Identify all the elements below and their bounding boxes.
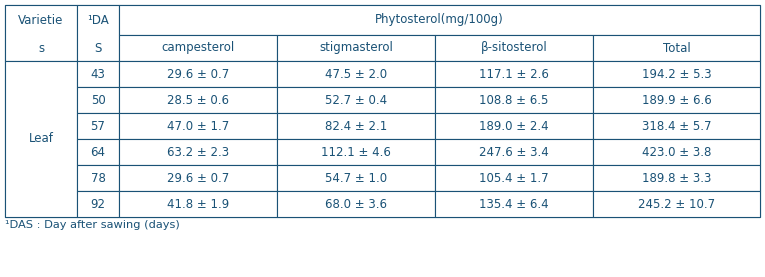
Text: 29.6 ± 0.7: 29.6 ± 0.7 [167, 171, 230, 184]
Bar [435, 165, 593, 191]
Text: S: S [94, 42, 102, 55]
Bar [277, 113, 435, 139]
Text: campesterol: campesterol [161, 42, 235, 55]
Bar [119, 35, 277, 61]
Bar [77, 61, 119, 87]
Text: 43: 43 [90, 68, 106, 81]
Bar [119, 61, 277, 87]
Text: 68.0 ± 3.6: 68.0 ± 3.6 [325, 198, 387, 211]
Text: 28.5 ± 0.6: 28.5 ± 0.6 [167, 94, 229, 106]
Text: 112.1 ± 4.6: 112.1 ± 4.6 [321, 145, 391, 158]
Text: 423.0 ± 3.8: 423.0 ± 3.8 [642, 145, 711, 158]
Text: 189.9 ± 6.6: 189.9 ± 6.6 [642, 94, 711, 106]
Bar [119, 139, 277, 165]
Bar [119, 87, 277, 113]
Bar [77, 113, 119, 139]
Bar [435, 191, 593, 217]
Bar [119, 5, 760, 35]
Text: 57: 57 [90, 119, 106, 132]
Bar [5, 5, 760, 217]
Text: 41.8 ± 1.9: 41.8 ± 1.9 [167, 198, 230, 211]
Text: Leaf: Leaf [28, 132, 54, 145]
Bar [77, 165, 119, 191]
Text: 135.4 ± 6.4: 135.4 ± 6.4 [479, 198, 549, 211]
Text: Varietie: Varietie [18, 14, 63, 27]
Bar [277, 139, 435, 165]
Bar [5, 61, 77, 217]
Text: 189.0 ± 2.4: 189.0 ± 2.4 [479, 119, 549, 132]
Text: 63.2 ± 2.3: 63.2 ± 2.3 [167, 145, 229, 158]
Text: ¹DAS : Day after sawing (days): ¹DAS : Day after sawing (days) [5, 220, 180, 230]
Text: s: s [38, 42, 44, 55]
Bar [277, 61, 435, 87]
Text: β-sitosterol: β-sitosterol [480, 42, 548, 55]
Bar [435, 139, 593, 165]
Bar [435, 87, 593, 113]
Bar [277, 191, 435, 217]
Text: Phytosterol(mg/100g): Phytosterol(mg/100g) [375, 14, 504, 27]
Bar [77, 5, 119, 61]
Bar [77, 87, 119, 113]
Text: 117.1 ± 2.6: 117.1 ± 2.6 [479, 68, 549, 81]
Bar [435, 113, 593, 139]
Bar [119, 113, 277, 139]
Text: 92: 92 [90, 198, 106, 211]
Text: 78: 78 [90, 171, 106, 184]
Bar [435, 35, 593, 61]
Bar [5, 5, 77, 61]
Text: 194.2 ± 5.3: 194.2 ± 5.3 [642, 68, 711, 81]
Bar [593, 165, 760, 191]
Text: 108.8 ± 6.5: 108.8 ± 6.5 [480, 94, 549, 106]
Text: ¹DA: ¹DA [87, 14, 109, 27]
Text: 29.6 ± 0.7: 29.6 ± 0.7 [167, 68, 230, 81]
Bar [593, 113, 760, 139]
Text: 247.6 ± 3.4: 247.6 ± 3.4 [479, 145, 549, 158]
Bar [593, 87, 760, 113]
Text: 245.2 ± 10.7: 245.2 ± 10.7 [638, 198, 715, 211]
Text: 52.7 ± 0.4: 52.7 ± 0.4 [325, 94, 387, 106]
Bar [277, 35, 435, 61]
Text: 82.4 ± 2.1: 82.4 ± 2.1 [325, 119, 387, 132]
Bar [119, 165, 277, 191]
Text: 47.0 ± 1.7: 47.0 ± 1.7 [167, 119, 230, 132]
Text: 318.4 ± 5.7: 318.4 ± 5.7 [642, 119, 711, 132]
Bar [77, 139, 119, 165]
Bar [277, 87, 435, 113]
Text: 105.4 ± 1.7: 105.4 ± 1.7 [479, 171, 549, 184]
Bar [77, 191, 119, 217]
Text: 54.7 ± 1.0: 54.7 ± 1.0 [325, 171, 387, 184]
Bar [119, 191, 277, 217]
Text: 47.5 ± 2.0: 47.5 ± 2.0 [325, 68, 387, 81]
Text: Total: Total [662, 42, 690, 55]
Text: stigmasterol: stigmasterol [319, 42, 393, 55]
Bar [277, 165, 435, 191]
Text: 64: 64 [90, 145, 106, 158]
Bar [435, 61, 593, 87]
Text: 189.8 ± 3.3: 189.8 ± 3.3 [642, 171, 711, 184]
Bar [593, 139, 760, 165]
Bar [593, 191, 760, 217]
Text: 50: 50 [90, 94, 106, 106]
Bar [593, 61, 760, 87]
Bar [593, 35, 760, 61]
